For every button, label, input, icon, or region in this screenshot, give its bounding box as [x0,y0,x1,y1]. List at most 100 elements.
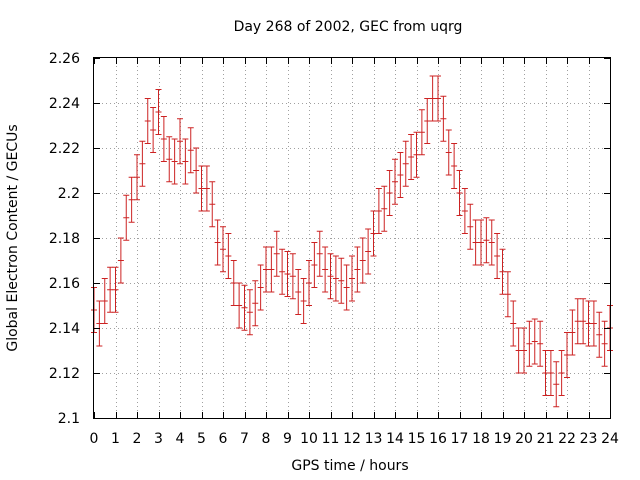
x-tick-label: 24 [601,431,619,447]
error-bar-point [558,350,565,396]
error-bar-point [580,298,587,345]
error-bar-point [359,237,366,284]
error-bar-point [472,219,479,266]
error-bar-point [123,194,130,241]
error-bar-point [273,230,280,277]
x-axis-label: GPS time / hours [291,458,408,474]
error-bar-point [279,248,286,295]
error-bar-point [107,266,114,313]
x-tick-label: 19 [494,431,512,447]
x-tick-label: 12 [343,431,361,447]
chart-title: Day 268 of 2002, GEC from uqrg [234,19,463,35]
x-tick-label: 3 [154,431,163,447]
error-bar-point [386,170,393,216]
error-bar-point [392,158,398,205]
error-bar-point [526,320,533,367]
error-bar-point [322,246,329,293]
error-bar-point [230,260,237,306]
error-bar-point [504,271,511,318]
error-bar-point [306,260,312,306]
y-axis-label: Global Electron Content / GECUs [5,124,21,351]
error-bar-point [585,300,592,347]
error-bar-point [467,203,474,250]
error-bar-point [182,138,189,185]
error-bar-point [171,138,178,185]
x-tick-label: 15 [408,431,426,447]
error-bar-point [112,266,119,313]
error-bar-point [214,219,221,266]
y-tick-label: 2.2 [58,186,80,202]
x-tick-label: 6 [219,431,228,447]
x-tick-label: 4 [176,431,185,447]
error-bar-point [316,230,323,277]
error-bar-point [349,255,355,302]
error-bar-point [596,311,603,358]
error-bar-point [488,219,495,266]
y-tick-label: 2.1 [58,411,80,427]
error-bar-point [225,233,232,279]
x-tick-label: 10 [300,431,318,447]
error-bar-point [515,327,522,374]
error-bar-point [456,170,463,216]
error-bar-point [160,116,167,162]
error-bar-point [402,140,409,187]
x-tick-label: 22 [558,431,576,447]
error-bar-point [483,217,490,264]
error-bar-point [440,95,447,142]
x-tick-label: 7 [240,431,249,447]
error-bar-point [187,127,194,174]
error-bar-point [198,165,205,212]
error-bar-point [494,233,501,279]
error-bar-point [537,320,544,367]
error-bar-point [461,188,468,234]
error-bar-point [327,253,334,300]
x-tick-label: 17 [451,431,469,447]
error-bar-point [365,228,372,275]
x-tick-label: 1 [111,431,120,447]
error-bar-point [418,109,425,156]
error-bar-point [311,242,318,288]
error-bar-point [531,318,538,365]
x-tick-label: 9 [283,431,292,447]
error-bar-point [510,300,517,347]
x-tick-label: 0 [90,431,99,447]
error-bar-point [564,332,570,378]
error-bar-point [289,253,296,300]
plot-frame [93,57,611,419]
error-bar-point [284,251,291,297]
error-bar-point [408,134,415,180]
error-bar-point [370,210,377,257]
error-bar-point [117,237,124,284]
error-bar-point [96,300,103,347]
data-marks [91,75,613,408]
y-tick-label: 2.14 [49,321,80,337]
x-tick-label: 23 [580,431,598,447]
x-tick-label: 16 [429,431,447,447]
error-bar-point [236,282,243,329]
error-bar-point [155,89,162,135]
error-bar-point [451,143,458,189]
y-tick-label: 2.16 [49,276,80,292]
y-tick-label: 2.12 [49,366,80,382]
error-bar-point [166,136,173,183]
error-bar-point [429,75,436,122]
error-bar-point [547,350,554,396]
error-bar-point [295,269,302,315]
error-bar-point [338,257,345,304]
error-bar-point [332,255,339,302]
error-bar-point [445,129,452,176]
error-bar-point [435,75,441,122]
error-bar-point [150,107,157,153]
error-bar-point [424,98,431,144]
x-tick-label: 5 [197,431,206,447]
y-tick-label: 2.18 [49,231,80,247]
error-bar-point [542,350,549,396]
error-bar-point [553,361,560,408]
y-tick-labels: 2.1 2.12 2.14 2.16 2.18 2.2 2.22 2.24 2.26 [49,51,80,427]
error-bar-point [246,289,253,336]
error-bar-point [263,246,269,293]
x-tick-label: 2 [133,431,142,447]
x-tick-label: 13 [365,431,383,447]
y-tick-label: 2.26 [49,51,80,67]
